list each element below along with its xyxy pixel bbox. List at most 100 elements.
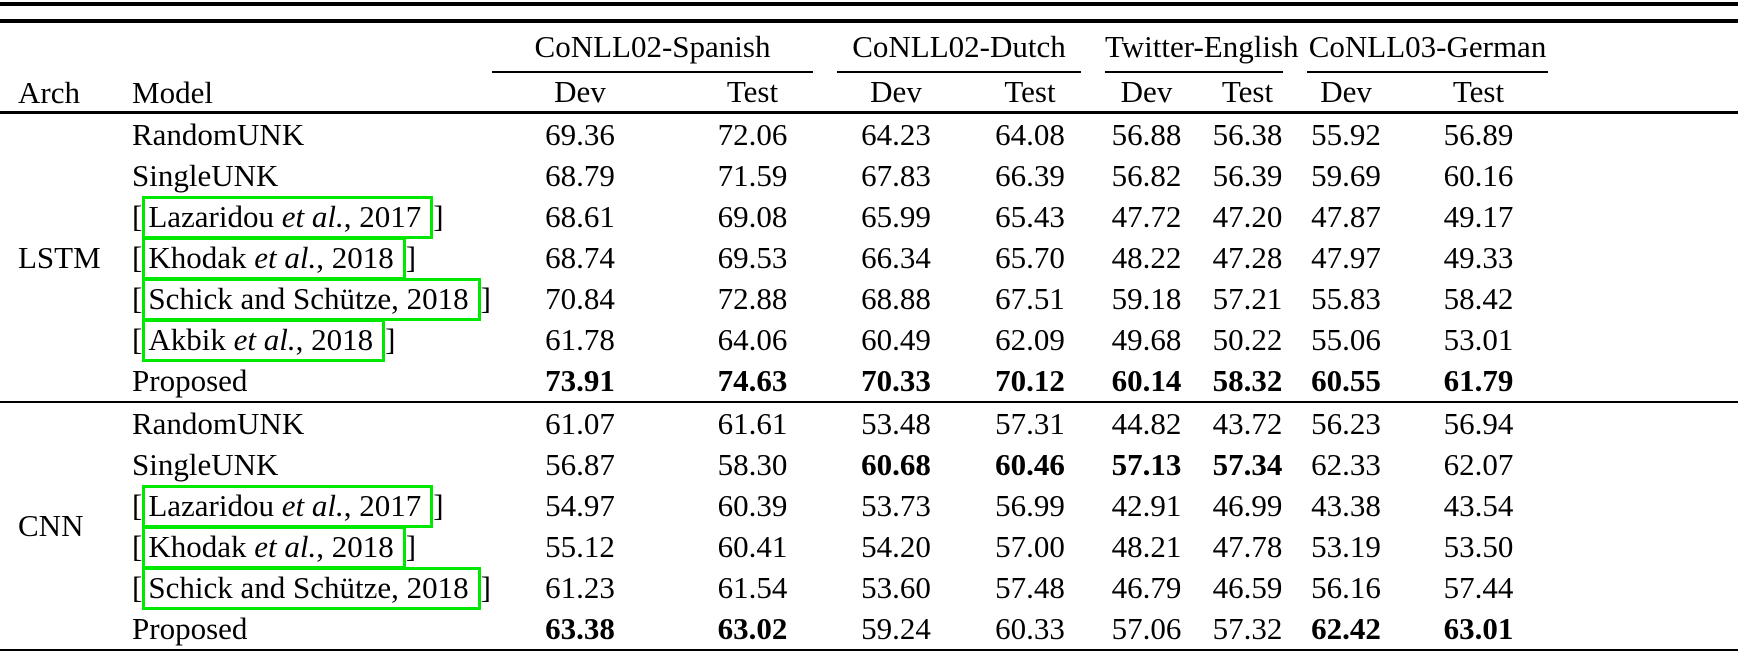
model-label: Proposed	[112, 360, 480, 403]
score-cell: 68.88	[861, 280, 931, 316]
score-cell: 65.43	[995, 198, 1065, 234]
citation-bracket-close: ]	[480, 569, 491, 605]
citation-bracket-open: [	[132, 569, 143, 605]
citation-link[interactable]: Khodak et al., 2018	[142, 236, 406, 280]
citation-bracket-open: [	[132, 487, 143, 523]
dataset-group-label: Twitter-English	[1105, 29, 1299, 73]
score-cell: 53.01	[1443, 321, 1514, 357]
citation-bracket-close: ]	[480, 280, 491, 316]
score-cell: 62.07	[1443, 446, 1514, 482]
citation-et-al-text: et al.	[281, 487, 344, 523]
citation-text: Lazaridou	[148, 487, 282, 523]
citation-text: , 2018	[316, 239, 394, 275]
score-cell: 64.23	[861, 116, 931, 152]
score-cell: 63.02	[717, 610, 788, 646]
score-cell: 68.61	[545, 198, 615, 234]
score-cell: 60.14	[1093, 360, 1200, 403]
spacer-cell	[1560, 485, 1738, 526]
score-cell: 62.09	[995, 321, 1065, 357]
citation-bracket-open: [	[132, 239, 143, 275]
test-column-header-german: Test	[1452, 74, 1505, 109]
model-cell: [Khodak et al., 2018]	[112, 236, 480, 280]
model-column-header: Model	[132, 75, 213, 110]
score-cell: 57.00	[995, 528, 1065, 564]
score-cell: 49.17	[1443, 198, 1514, 234]
score-cell: 69.53	[717, 239, 788, 275]
citation-text: , 2018	[295, 321, 374, 357]
citation-bracket-close: ]	[433, 487, 444, 523]
citation-bracket-close: ]	[405, 239, 417, 275]
dataset-group-label: CoNLL02-Spanish	[492, 29, 813, 73]
table-row: CNN RandomUNK 61.07 61.61 53.48 57.31 44.82 43.…	[0, 402, 1738, 544]
model-cell: [Khodak et al., 2018]	[112, 525, 480, 569]
score-cell: 53.50	[1443, 528, 1514, 564]
spacer-cell	[1560, 567, 1738, 608]
score-cell: 57.32	[1212, 610, 1283, 646]
results-table: Arch Model CoNLL02-Spanish CoNLL02-Dutch…	[0, 23, 1738, 649]
score-cell: 56.99	[995, 487, 1065, 523]
model-cell: [Lazaridou et al., 2017]	[112, 195, 480, 239]
score-cell: 66.34	[861, 239, 931, 275]
score-cell: 70.12	[967, 360, 1093, 403]
citation-link[interactable]: Lazaridou et al., 2017	[142, 195, 434, 239]
table-row: Proposed 63.38 63.02 59.24 60.33 57.06 57.32 62…	[0, 608, 1738, 649]
table-row: [Akbik et al., 2018] 61.78 64.06 60.49 62.09…	[0, 318, 1738, 362]
score-cell: 56.82	[1111, 157, 1182, 193]
citation-link[interactable]: Schick and Schütze, 2018	[142, 566, 481, 610]
score-cell: 57.34	[1212, 446, 1283, 482]
score-cell: 61.23	[545, 569, 615, 605]
score-cell: 53.73	[861, 487, 931, 523]
score-cell: 64.06	[717, 321, 788, 357]
citation-bracket-open: [	[132, 198, 143, 234]
table-row: SingleUNK 68.79 71.59 67.83 66.39 56.82 56.39 5…	[0, 155, 1738, 196]
score-cell: 54.20	[861, 528, 931, 564]
score-cell: 68.74	[545, 239, 615, 275]
table-row: [Lazaridou et al., 2017] 54.97 60.39 53.73 5…	[0, 484, 1738, 528]
citation-link[interactable]: Khodak et al., 2018	[142, 525, 406, 569]
citation-link[interactable]: Akbik et al., 2018	[142, 318, 386, 362]
citation-bracket-open: [	[132, 321, 143, 357]
score-cell: 56.16	[1311, 569, 1381, 605]
score-cell: 47.28	[1212, 239, 1283, 275]
score-cell: 71.59	[717, 157, 788, 193]
table-row: SingleUNK 56.87 58.30 60.68 60.46 57.13 57.34 6…	[0, 444, 1738, 485]
citation-et-al-text: et al.	[254, 528, 317, 564]
score-cell: 60.68	[861, 446, 931, 482]
score-cell: 60.39	[717, 487, 788, 523]
citation-text: Khodak	[148, 239, 255, 275]
citation-link[interactable]: Lazaridou et al., 2017	[142, 484, 434, 528]
citation-text: , 2017	[343, 198, 422, 234]
score-cell: 56.87	[545, 446, 615, 482]
dataset-group-label: CoNLL02-Dutch	[837, 29, 1081, 73]
citation-link[interactable]: Schick and Schütze, 2018	[142, 277, 481, 321]
score-cell: 62.33	[1311, 446, 1381, 482]
score-cell: 58.32	[1200, 360, 1296, 403]
citation-text: Lazaridou	[148, 198, 282, 234]
spacer-cell	[1560, 237, 1738, 278]
score-cell: 49.68	[1111, 321, 1182, 357]
score-cell: 57.44	[1443, 569, 1514, 605]
score-cell: 55.83	[1311, 280, 1381, 316]
score-cell: 57.06	[1111, 610, 1182, 646]
dataset-group-header-conll03-german: CoNLL03-German	[1295, 23, 1560, 73]
score-cell: 65.70	[995, 239, 1065, 275]
table-row: [Lazaridou et al., 2017] 68.61 69.08 65.99 6…	[0, 195, 1738, 239]
model-label: SingleUNK	[132, 446, 279, 482]
test-column-header-dutch: Test	[1004, 74, 1056, 109]
score-cell: 67.51	[995, 280, 1065, 316]
group-header-row: Arch Model CoNLL02-Spanish CoNLL02-Dutch…	[0, 23, 1738, 110]
score-cell: 57.21	[1212, 280, 1283, 316]
table-row: [Khodak et al., 2018] 68.74 69.53 66.34 65.7…	[0, 236, 1738, 280]
score-cell: 57.13	[1111, 446, 1182, 482]
citation-text: Khodak	[148, 528, 255, 564]
model-label: RandomUNK	[132, 405, 305, 441]
score-cell: 74.63	[680, 360, 825, 403]
citation-bracket-close: ]	[433, 198, 444, 234]
score-cell: 43.72	[1212, 405, 1283, 441]
citation-et-al-text: et al.	[254, 239, 317, 275]
spacer-cell	[1560, 608, 1738, 649]
model-cell: [Akbik et al., 2018]	[112, 318, 480, 362]
arch-label: CNN	[18, 508, 84, 543]
citation-bracket-open: [	[132, 528, 143, 564]
